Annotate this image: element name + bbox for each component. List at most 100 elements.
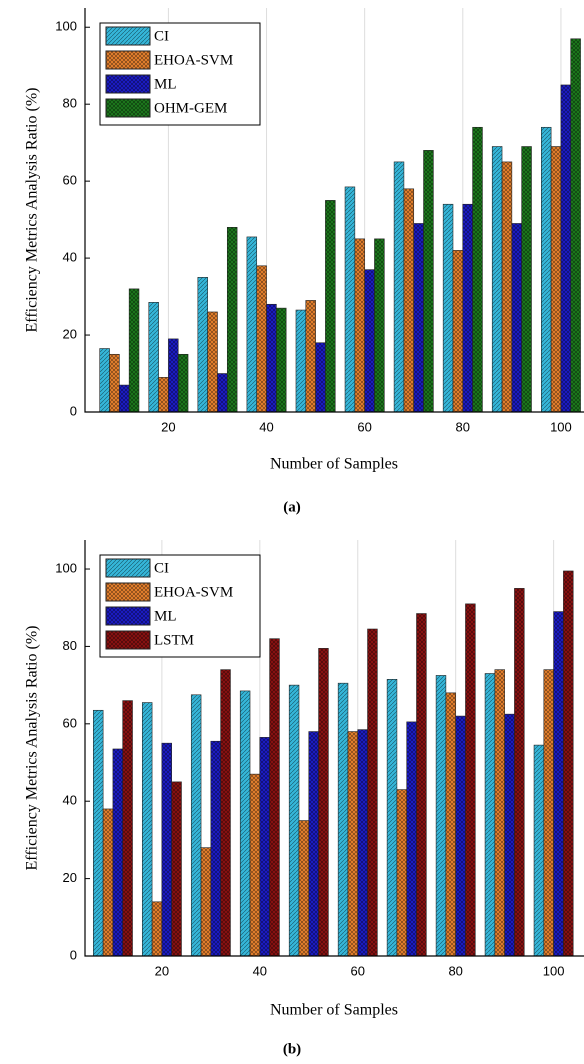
- bar: [465, 603, 476, 957]
- y-tick-label: 60: [63, 715, 77, 730]
- bar: [288, 684, 300, 957]
- legend-swatch: [105, 50, 151, 70]
- bar: [553, 611, 564, 957]
- bar: [239, 690, 251, 957]
- bar: [197, 277, 208, 413]
- legend-label: CI: [154, 560, 169, 576]
- bar: [396, 789, 408, 957]
- y-axis-label: Efficiency Metrics Analysis Ratio (%): [24, 626, 41, 871]
- bar: [298, 820, 310, 957]
- bar: [374, 238, 385, 413]
- bar: [403, 188, 415, 413]
- legend-label: LSTM: [154, 632, 194, 648]
- legend-label: ML: [154, 76, 177, 92]
- bar: [151, 901, 163, 957]
- bar: [455, 715, 466, 957]
- bar: [484, 673, 496, 957]
- bar: [171, 781, 182, 957]
- bar: [112, 748, 124, 957]
- bar: [122, 700, 133, 957]
- y-tick-label: 40: [63, 250, 77, 265]
- bar: [266, 303, 277, 413]
- x-tick-label: 20: [161, 419, 175, 434]
- y-tick-label: 20: [63, 870, 77, 885]
- y-tick-label: 60: [63, 173, 77, 188]
- bar: [158, 377, 169, 413]
- bar: [161, 742, 172, 957]
- bar: [452, 250, 464, 413]
- bar: [560, 84, 572, 413]
- bar: [207, 311, 218, 413]
- bar: [533, 744, 545, 957]
- y-tick-label: 0: [70, 403, 77, 418]
- bar: [393, 161, 405, 413]
- bar: [494, 669, 505, 957]
- bar: [315, 342, 326, 413]
- bar: [246, 236, 258, 413]
- legend-label: EHOA-SVM: [154, 584, 233, 600]
- bar: [217, 373, 228, 413]
- bar: [308, 731, 319, 957]
- bar: [226, 227, 238, 413]
- bar: [128, 288, 140, 413]
- y-tick-label: 80: [63, 96, 77, 111]
- bar: [168, 338, 179, 413]
- y-tick-label: 40: [63, 793, 77, 808]
- bar: [354, 238, 365, 413]
- bar: [200, 847, 212, 957]
- x-axis-label: Number of Samples: [270, 456, 398, 473]
- y-tick-label: 20: [63, 326, 77, 341]
- x-tick-label: 80: [448, 963, 462, 978]
- caption: (b): [283, 1041, 301, 1057]
- bar: [93, 709, 104, 957]
- legend-swatch: [105, 26, 151, 46]
- bar: [504, 713, 515, 957]
- bar: [337, 682, 349, 957]
- bar: [416, 613, 427, 957]
- bar: [435, 675, 447, 957]
- bar: [563, 570, 574, 957]
- y-tick-label: 80: [63, 638, 77, 653]
- caption: (a): [283, 499, 301, 515]
- bar: [423, 150, 434, 413]
- bar: [521, 146, 532, 413]
- bar: [491, 146, 503, 413]
- legend-swatch: [105, 630, 151, 650]
- bar: [269, 638, 280, 957]
- bar: [550, 146, 562, 413]
- bar: [386, 679, 398, 957]
- x-tick-label: 40: [259, 419, 273, 434]
- legend-label: ML: [154, 608, 177, 624]
- bar: [344, 186, 356, 413]
- bar: [445, 692, 456, 957]
- axis-frame: [84, 540, 584, 957]
- bar: [256, 265, 267, 413]
- bar: [406, 721, 417, 957]
- legend-swatch: [105, 582, 151, 602]
- bar: [259, 737, 270, 957]
- bar: [501, 161, 513, 413]
- x-tick-label: 40: [253, 963, 267, 978]
- bar: [177, 353, 189, 413]
- legend-swatch: [105, 98, 151, 118]
- legend-swatch: [105, 74, 151, 94]
- bar: [364, 269, 375, 413]
- x-axis-label: Number of Samples: [270, 1002, 398, 1019]
- bar: [570, 38, 581, 413]
- x-tick-label: 20: [155, 963, 169, 978]
- bar: [442, 203, 454, 413]
- bar: [141, 702, 153, 957]
- bar: [220, 669, 231, 957]
- x-tick-label: 60: [357, 419, 371, 434]
- bar: [347, 731, 359, 957]
- bar: [276, 307, 287, 413]
- y-tick-label: 0: [70, 947, 77, 962]
- bar: [210, 740, 221, 957]
- y-axis-label: Efficiency Metrics Analysis Ratio (%): [24, 88, 41, 333]
- x-tick-label: 100: [550, 419, 572, 434]
- legend-label: OHM-GEM: [154, 100, 227, 116]
- bar: [511, 223, 522, 413]
- x-tick-label: 60: [351, 963, 365, 978]
- bar: [190, 694, 202, 957]
